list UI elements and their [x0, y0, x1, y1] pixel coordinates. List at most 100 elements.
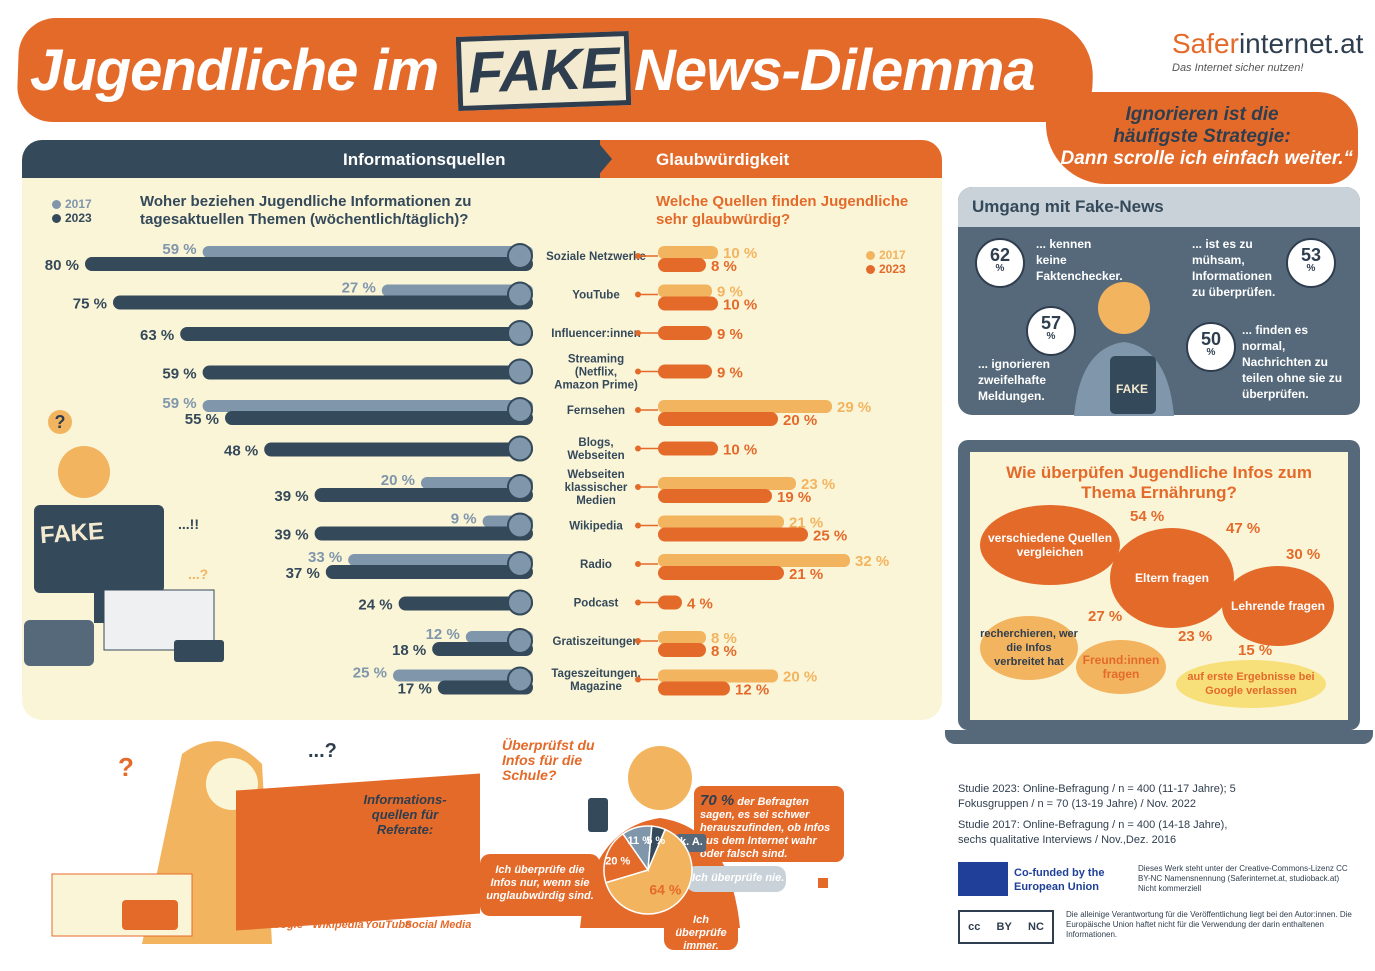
blob-sources: verschiedene Quellen vergleichen [980, 505, 1120, 585]
referate-title: Informations-quellen für Referate: [363, 792, 447, 837]
stat-unit: % [995, 263, 1005, 274]
nutrition-title: Wie überpüfen Jugendliche Infos zum Them… [1006, 463, 1312, 502]
value-label-sources-2023: 75 % [73, 296, 107, 313]
bar-credibility-2017 [658, 246, 718, 259]
bar-sources-2017 [421, 477, 533, 489]
bar-sources-2017 [202, 246, 533, 258]
saferinternet-logo[interactable]: Saferinternet.at [1172, 28, 1363, 60]
value-label-credibility-2023: 12 % [735, 682, 769, 699]
title-part2: News-Dilemma [634, 38, 1036, 103]
stat-unit: % [1046, 331, 1056, 342]
teen-head [58, 446, 110, 498]
callout-line1: Ignorieren ist die [1125, 104, 1279, 125]
value-label-sources-2023: 48 % [224, 443, 258, 460]
bar-sources-2023 [225, 411, 533, 425]
bar-credibility-2023 [658, 441, 718, 456]
teen-phone-illustration [1074, 282, 1174, 416]
value-label-credibility-2017: 20 % [783, 669, 817, 686]
laptop-base [945, 730, 1373, 744]
teen-computer-illustration [24, 446, 224, 666]
bar-credibility-2023 [658, 681, 730, 696]
pct-parents: 47 % [1226, 520, 1261, 537]
value-label-sources-2017: 9 % [451, 511, 477, 528]
tablet-icon [174, 640, 224, 662]
value-label-credibility-2017: 29 % [837, 399, 871, 416]
bar-credibility-2017 [658, 631, 706, 644]
radio-icon [24, 620, 94, 666]
stat-unit: % [1306, 263, 1316, 274]
stat-text-57: ... ignorieren zweifelhafte Meldungen. [978, 357, 1051, 403]
answer-never: Ich überprüfe nie. [692, 872, 785, 884]
claim-body: der Befragten sagen, es sei schwer herau… [700, 796, 831, 860]
category-label: Influencer:innen [551, 328, 640, 340]
section-header-credibility [600, 140, 942, 178]
value-label-sources-2017: 59 % [162, 395, 196, 412]
question-bubble: ...? [308, 740, 337, 762]
strategy-callout: Ignorieren ist die häufigste Strategie: „D… [1046, 92, 1358, 184]
source-icon [507, 551, 533, 577]
legend-2023-left: 2023 [52, 211, 92, 225]
legend-label-2023: 2023 [65, 211, 92, 225]
stat-text-50: ... finden es normal, Nachrichten zu tei… [1242, 323, 1343, 401]
header-arrow [596, 140, 612, 178]
phone-fake-label: FAKE [1116, 382, 1149, 396]
teen-head [1098, 282, 1150, 334]
pct-sources: 54 % [1130, 508, 1165, 525]
stat-circle-50: 50% [1186, 322, 1236, 372]
stat-circle-57: 57% [1026, 306, 1076, 356]
legend-label-2017: 2017 [65, 197, 92, 211]
legend-2017-left: 2017 [52, 197, 92, 211]
sources-header-label: Informationsquellen [343, 150, 506, 169]
source-icon [507, 666, 533, 693]
blob-friends: Freund:innen fragen [1076, 640, 1166, 694]
bar-sources-2023 [202, 365, 533, 380]
bar-credibility-2023 [658, 296, 718, 311]
legend-2023-right: 2023 [866, 262, 906, 276]
category-label: (Netflix, [575, 367, 617, 379]
value-label-credibility-2023: 25 % [813, 528, 847, 545]
school-pie-chart: 64 % 20 % 11 %5 % [603, 825, 693, 915]
category-label: Podcast [574, 598, 619, 610]
bar-credibility-2023 [658, 527, 808, 542]
bar-credibility-2023 [658, 326, 712, 340]
bar-sources-2023 [264, 442, 533, 457]
pie-slice-label: 64 % [649, 881, 681, 897]
value-label-credibility-2023: 8 % [711, 643, 737, 660]
blob-parents: Eltern fragen [1110, 528, 1234, 628]
category-label: Magazine [570, 681, 622, 693]
bar-credibility-2023 [658, 643, 706, 657]
source-icon [507, 281, 533, 308]
value-label-sources-2023: 18 % [392, 642, 426, 659]
callout-quote: „Dann scrolle ich einfach weiter.“ [1051, 148, 1353, 169]
value-label-sources-2017: 20 % [381, 472, 415, 489]
value-label-credibility-2023: 10 % [723, 442, 757, 459]
value-label-credibility-2017: 21 % [789, 515, 823, 532]
study-2023: Studie 2023: Online-Befragung / n = 400 … [958, 783, 1236, 810]
blob-research: recherchieren, wer die Infos verbreitet … [980, 616, 1078, 680]
value-label-credibility-2017: 8 % [711, 630, 737, 647]
value-label-credibility-2023: 19 % [777, 489, 811, 506]
license-text: Dieses Werk steht unter der Creative-Com… [1138, 864, 1348, 893]
cc-license-badge[interactable]: cc BY NC [958, 910, 1054, 944]
value-label-sources-2023: 39 % [274, 527, 308, 544]
logo-part-a: Safer [1172, 28, 1239, 59]
radio-knob [818, 878, 828, 888]
credibility-header-label: Glaubwürdigkeit [656, 150, 790, 169]
category-label: Soziale Netzwerke [546, 251, 646, 263]
fake-news-header: Umgang mit Fake-News [958, 187, 1360, 227]
bar-credibility-2023 [658, 566, 784, 580]
category-label: Streaming [568, 354, 624, 366]
pie-slice [603, 832, 650, 884]
legend-label-2017: 2017 [879, 248, 906, 262]
source-icon [507, 320, 533, 346]
pie-slice-label: 5 % [646, 835, 665, 847]
source-icon [507, 589, 533, 616]
value-label-sources-2023: 59 % [162, 366, 196, 383]
bar-credibility-2017 [658, 400, 832, 413]
answer-box-only-if [480, 854, 600, 916]
category-label: Fernsehen [567, 405, 625, 417]
source-icon [507, 397, 533, 423]
value-label-sources-2017: 12 % [426, 626, 460, 643]
tablet-icon [122, 900, 178, 930]
bar-sources-2023 [85, 257, 533, 271]
